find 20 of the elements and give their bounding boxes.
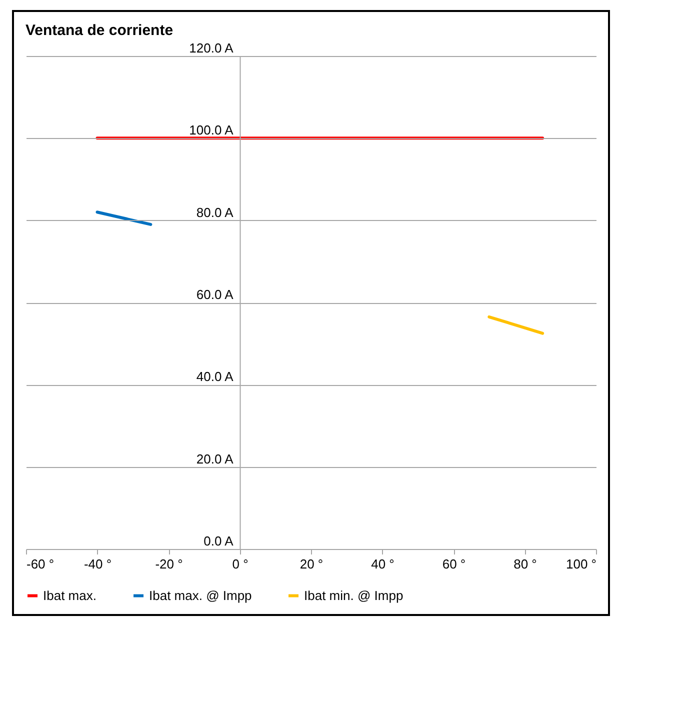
x-tick-label: -60 ° <box>26 556 54 572</box>
y-tick-label: 60.0 A <box>196 287 234 302</box>
legend-label: Ibat min. @ Impp <box>304 588 404 603</box>
x-tick-label: 80 ° <box>514 556 537 572</box>
y-tick-label: 120.0 A <box>189 40 234 56</box>
legend-label: Ibat max. <box>43 588 96 603</box>
legend-label: Ibat max. @ Impp <box>149 588 252 603</box>
chart-title: Ventana de corriente <box>26 22 174 39</box>
x-tick-label: 0 ° <box>232 556 248 572</box>
x-tick-label: 60 ° <box>442 556 466 572</box>
x-tick-label: 20 ° <box>300 556 324 572</box>
y-tick-label: 100.0 A <box>189 122 234 138</box>
y-tick-label: 80.0 A <box>196 204 234 220</box>
y-tick-label: 40.0 A <box>196 369 234 384</box>
x-tick-label: 40 ° <box>371 556 394 572</box>
x-tick-label: -40 ° <box>84 556 112 572</box>
x-tick-label: 100 ° <box>566 556 596 572</box>
y-tick-label: 0.0 A <box>204 534 234 548</box>
x-tick-label: -20 ° <box>155 556 183 572</box>
y-tick-label: 20.0 A <box>196 451 234 466</box>
